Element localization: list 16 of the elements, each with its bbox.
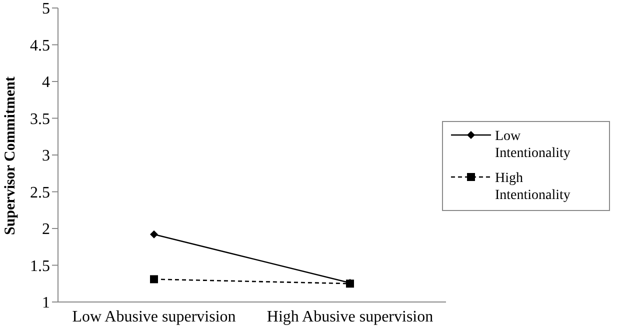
y-tick-label: 4 xyxy=(42,74,50,92)
x-tick-label: Low Abusive supervision xyxy=(72,308,236,326)
y-tick-label: 3 xyxy=(42,148,50,165)
legend-label: Low Intentionality xyxy=(495,128,572,162)
point xyxy=(150,275,158,284)
y-tick-label: 5 xyxy=(42,0,50,18)
legend-label: High Intentionality xyxy=(495,170,572,204)
y-tick-label: 2 xyxy=(42,221,50,238)
point xyxy=(150,230,158,238)
y-tick-label: 1.5 xyxy=(30,258,50,275)
y-tick-label: 4.5 xyxy=(30,37,50,54)
y-tick-label: 3.5 xyxy=(30,110,50,128)
y-tick-label: 1 xyxy=(42,294,50,312)
y-tick-label: 2.5 xyxy=(30,184,50,202)
y-axis-title: Supervisor Commitment xyxy=(2,76,18,235)
x-tick-label: High Abusive supervision xyxy=(266,308,434,326)
